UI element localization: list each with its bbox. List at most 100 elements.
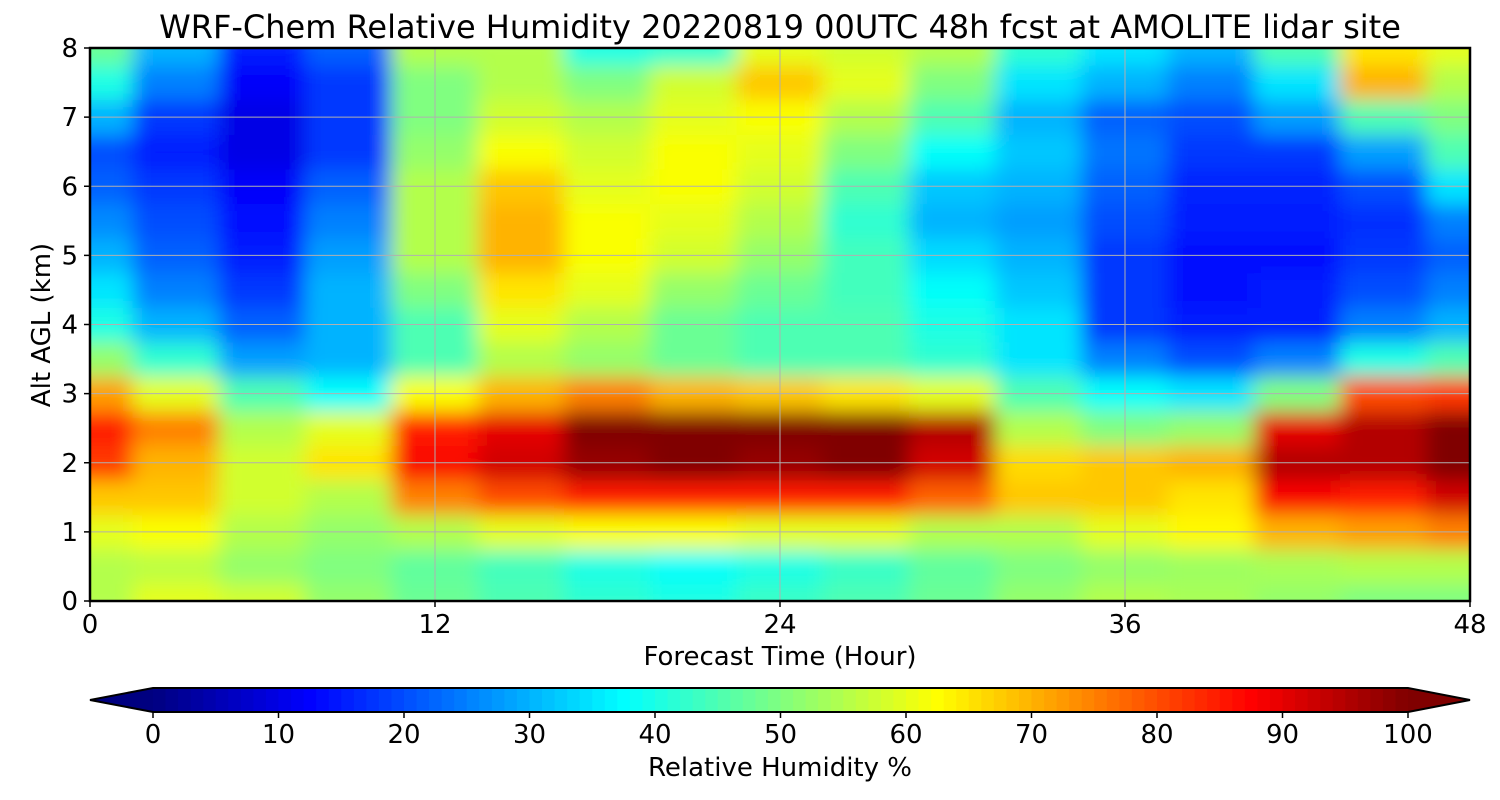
y-axis-ticks: 0 1 2 3 4 5 6 7 8 <box>61 34 90 617</box>
colorbar-segment <box>629 688 644 712</box>
colorbar-segment <box>692 688 706 712</box>
colorbar-tick-label: 0 <box>145 720 162 750</box>
colorbar-tick-label: 60 <box>889 720 922 750</box>
colorbar-segment <box>1232 688 1246 712</box>
heatmap-cell <box>305 479 393 516</box>
heatmap-cell <box>995 133 1083 170</box>
heatmap-cell <box>1426 203 1470 239</box>
heatmap-cell <box>822 341 910 377</box>
heatmap-cell <box>218 341 307 377</box>
heatmap-cell <box>650 64 738 101</box>
heatmap-cell <box>90 64 134 101</box>
heatmap-cell <box>305 133 393 170</box>
colorbar-segment <box>240 688 254 712</box>
colorbar-segment <box>479 688 493 712</box>
heatmap-cell <box>1253 479 1342 516</box>
colorbar-segment <box>567 688 581 712</box>
colorbar-segment <box>742 688 756 712</box>
heatmap-cell <box>650 341 738 377</box>
heatmap-cell <box>995 548 1083 585</box>
x-tick-label: 0 <box>82 610 99 640</box>
colorbar-segment <box>793 688 807 712</box>
colorbar-segment <box>316 688 330 712</box>
heatmap-cell <box>218 64 307 101</box>
heatmap-cell <box>1340 48 1428 66</box>
heatmap-cell <box>822 64 910 101</box>
colorbar-segment <box>278 688 292 712</box>
colorbar-ticks: 0 10 20 30 40 50 60 70 80 90 100 <box>145 712 1433 750</box>
heatmap-cell <box>1167 583 1255 601</box>
heatmap-cell <box>1253 48 1342 66</box>
heatmap-cell <box>305 272 393 308</box>
colorbar-segment <box>1332 688 1346 712</box>
heatmap-cell <box>477 203 565 239</box>
colorbar-segment <box>1357 688 1371 712</box>
heatmap-cell <box>563 583 652 601</box>
heatmap-cell <box>477 341 565 377</box>
heatmap-cell <box>218 410 307 446</box>
heatmap-cell <box>90 48 134 66</box>
heatmap-cell <box>908 64 997 101</box>
colorbar-segment <box>1345 688 1359 712</box>
colorbar-segment <box>165 688 179 712</box>
heatmap-cell <box>477 548 565 585</box>
chart-title: WRF-Chem Relative Humidity 20220819 00UT… <box>159 8 1401 46</box>
heatmap-cell <box>477 64 565 101</box>
heatmap-cell <box>1253 583 1342 601</box>
colorbar-segment <box>1207 688 1221 712</box>
heatmap-cell <box>1340 410 1428 446</box>
colorbar-segment <box>981 688 995 712</box>
colorbar-segment <box>705 688 719 712</box>
heatmap-cell <box>1340 341 1428 377</box>
heatmap-cell <box>1253 548 1342 585</box>
heatmap-cell <box>995 272 1083 308</box>
heatmap-cell <box>650 133 738 170</box>
heatmap-cell <box>822 548 910 585</box>
heatmap-cell <box>305 548 393 585</box>
colorbar-segment <box>1044 688 1058 712</box>
colorbar-segment <box>717 688 731 712</box>
heatmap-cell <box>305 341 393 377</box>
colorbar-segment <box>1382 688 1397 712</box>
heatmap-cell <box>90 479 134 516</box>
colorbar-tick-label: 30 <box>513 720 546 750</box>
colorbar-segment <box>1094 688 1108 712</box>
colorbar-segment <box>1069 688 1083 712</box>
heatmap-cell <box>1167 479 1255 516</box>
colorbar-segment <box>1144 688 1158 712</box>
heatmap-cell <box>1167 410 1255 446</box>
heatmap-cell <box>650 203 738 239</box>
colorbar-tick-label: 20 <box>387 720 420 750</box>
heatmap-cell <box>563 133 652 170</box>
colorbar-max-extend <box>1408 688 1470 712</box>
colorbar-tick-label: 40 <box>638 720 671 750</box>
colorbar-min-extend <box>90 688 153 712</box>
y-tick-label: 4 <box>61 311 78 341</box>
heatmap-cell <box>218 583 307 601</box>
heatmap-cell <box>822 48 910 66</box>
heatmap-cell <box>822 410 910 446</box>
colorbar-tick-label: 70 <box>1015 720 1048 750</box>
colorbar-segment <box>1219 688 1233 712</box>
heatmap-cell <box>908 583 997 601</box>
colorbar-segment <box>617 688 631 712</box>
heatmap-cell <box>90 583 134 601</box>
y-tick-label: 7 <box>61 103 78 133</box>
heatmap-cell <box>822 133 910 170</box>
heatmap-cell <box>908 341 997 377</box>
colorbar-segment <box>416 688 430 712</box>
heatmap-cell <box>1426 548 1470 585</box>
colorbar-segment <box>1031 688 1045 712</box>
heatmap-cell <box>995 203 1083 239</box>
x-axis-label: Forecast Time (Hour) <box>643 642 916 672</box>
colorbar-segment <box>1106 688 1120 712</box>
colorbar-segment <box>215 688 229 712</box>
x-tick-label: 48 <box>1453 610 1486 640</box>
colorbar-segment <box>516 688 531 712</box>
colorbar-segment <box>429 688 443 712</box>
heatmap-cell <box>90 203 134 239</box>
colorbar-segment <box>504 688 518 712</box>
heatmap-cell <box>1253 341 1342 377</box>
heatmap-cell <box>477 479 565 516</box>
